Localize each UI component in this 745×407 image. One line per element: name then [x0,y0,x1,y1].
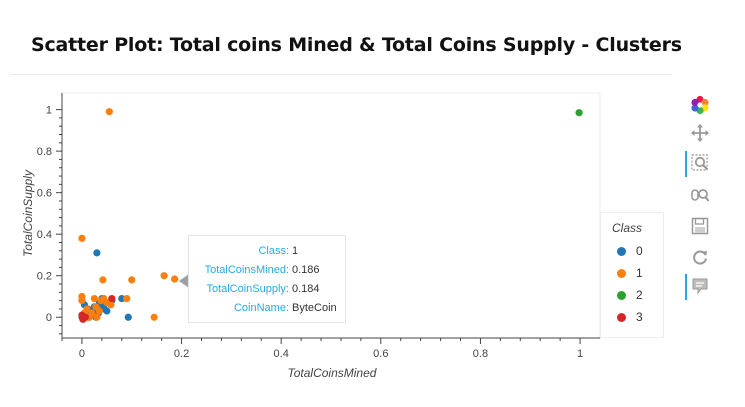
data-point-class-0[interactable] [124,313,132,321]
legend-swatch [617,290,626,300]
data-point-class-1[interactable] [83,305,91,313]
legend-title: Class [612,221,643,235]
x-axis-label: TotalCoinsMined [288,366,377,380]
y-tick-label: 0 [46,312,52,324]
y-tick-label: 0.2 [37,271,52,283]
x-tick-label: 0.2 [174,348,189,360]
data-point-class-1[interactable] [99,276,107,284]
reset-tool-button[interactable] [685,242,715,272]
x-tick-label: 0 [79,348,85,360]
y-axis-label: TotalCoinSupply [21,169,35,257]
legend-swatch [617,312,626,322]
tooltip-key: Class: [258,245,289,257]
hover-tooltip: Class: 1 TotalCoinsMined: 0.186 TotalCoi… [188,235,346,323]
tooltip-key: TotalCoinSupply: [206,283,289,295]
plot-toolbar [685,90,715,310]
data-point-class-0[interactable] [103,307,111,315]
tooltip-row-coinname: CoinName: ByteCoin [189,299,345,318]
data-point-class-3[interactable] [108,294,116,303]
tooltip-row-supply: TotalCoinSupply: 0.184 [189,280,345,299]
tooltip-value: ByteCoin [292,302,337,314]
legend-item-class-0[interactable]: 0 [617,243,643,259]
legend-label: 2 [636,288,643,302]
data-point-class-1[interactable] [128,276,136,284]
y-axis: 0 0.2 0.4 0.6 0.8 1 [37,93,63,338]
y-tick-label: 1 [46,105,52,117]
save-icon [691,217,709,235]
tooltip-value: 1 [292,245,299,257]
pan-icon [691,124,709,142]
x-tick-label: 0.4 [274,348,289,360]
hover-icon [692,278,708,295]
legend-label: 3 [636,310,643,324]
data-point-class-1[interactable] [160,272,168,280]
data-point-class-1[interactable] [105,108,113,116]
x-tick-label: 0.6 [373,348,388,360]
tooltip-row-class: Class: 1 [189,242,345,261]
x-tick-label: 0.8 [473,348,488,360]
data-point-class-3[interactable] [81,313,90,321]
data-point-class-1[interactable] [90,294,98,303]
hover-tool-button[interactable] [685,271,715,301]
data-point-class-0[interactable] [118,294,126,303]
legend-item-class-2[interactable]: 2 [617,287,643,303]
data-point-class-1[interactable] [123,294,131,303]
data-point-class-1[interactable] [93,313,101,321]
data-point-class-1[interactable] [92,303,100,311]
data-point-class-1[interactable] [170,275,179,283]
legend-item-class-1[interactable]: 1 [617,265,643,281]
y-tick-label: 0.4 [37,229,52,241]
bokeh-logo-icon [691,95,709,115]
y-tick-label: 0.8 [37,146,52,158]
tooltip-value: 0.184 [292,283,320,295]
tooltip-key: TotalCoinsMined: [204,264,289,276]
save-tool-button[interactable] [685,211,715,241]
legend-swatch [617,268,626,278]
data-point-class-2[interactable] [575,109,583,117]
bokeh-logo-button[interactable] [685,90,715,120]
tooltip-arrow [179,274,189,288]
reset-icon [693,250,707,265]
box-zoom-tool-button[interactable] [685,148,715,178]
data-points [78,108,583,323]
tooltip-key: CoinName: [233,302,289,314]
data-point-class-1[interactable] [78,234,86,242]
legend-label: 1 [636,266,643,280]
data-point-class-0[interactable] [93,249,101,257]
legend: Class 0 1 2 3 [600,212,664,338]
wheel-zoom-icon [691,189,710,202]
data-point-class-1[interactable] [107,301,115,309]
data-point-class-1[interactable] [78,297,86,305]
title-divider [10,74,672,75]
data-point-class-1[interactable] [150,313,158,321]
legend-swatch [617,246,626,256]
legend-label: 0 [636,244,643,258]
chart-title: Scatter Plot: Total coins Mined & Total … [31,34,682,56]
data-point-class-1[interactable] [100,294,108,303]
x-tick-label: 1 [577,348,583,360]
x-axis: 0 0.2 0.4 0.6 0.8 1 [61,337,600,360]
wheel-zoom-tool-button[interactable] [685,180,715,210]
box-zoom-icon [691,154,709,171]
legend-item-class-3[interactable]: 3 [617,309,643,325]
pan-tool-button[interactable] [685,118,715,148]
y-tick-label: 0.6 [37,188,52,200]
tooltip-value: 0.186 [292,264,320,276]
tooltip-row-mined: TotalCoinsMined: 0.186 [189,261,345,280]
